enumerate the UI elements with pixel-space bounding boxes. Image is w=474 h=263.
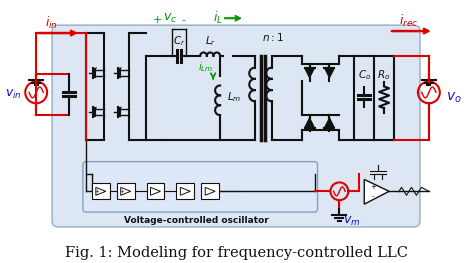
Text: -: -: [96, 193, 98, 198]
Text: $R_o$: $R_o$: [377, 69, 391, 82]
Bar: [176, 183, 194, 199]
Text: $C_r$: $C_r$: [173, 34, 186, 48]
Text: $i_{in}$: $i_{in}$: [45, 15, 57, 31]
Text: $i_L$: $i_L$: [213, 10, 223, 26]
Bar: [146, 183, 164, 199]
Text: -: -: [121, 193, 123, 198]
FancyBboxPatch shape: [83, 162, 318, 212]
Text: $v_o$: $v_o$: [446, 90, 462, 104]
Text: $i_{Lm}$: $i_{Lm}$: [199, 61, 214, 74]
Polygon shape: [305, 118, 315, 128]
Text: +: +: [370, 184, 376, 190]
Text: $L_m$: $L_m$: [227, 90, 241, 104]
Polygon shape: [325, 68, 335, 78]
Polygon shape: [305, 68, 315, 78]
Text: $C_o$: $C_o$: [357, 69, 371, 82]
Text: $n: 1$: $n: 1$: [262, 31, 283, 43]
Text: $v_{in}$: $v_{in}$: [5, 88, 22, 101]
Bar: [92, 183, 110, 199]
Text: $L_r$: $L_r$: [205, 34, 216, 48]
Text: +: +: [94, 189, 99, 194]
Text: Fig. 1: Modeling for frequency-controlled LLC: Fig. 1: Modeling for frequency-controlle…: [65, 246, 409, 260]
Text: $i_{rec}$: $i_{rec}$: [400, 13, 419, 29]
Text: +: +: [119, 189, 124, 194]
FancyBboxPatch shape: [52, 25, 420, 227]
Text: -: -: [372, 193, 374, 199]
Text: $v_c$: $v_c$: [164, 12, 177, 25]
Text: +: +: [153, 15, 162, 25]
Text: Voltage-controlled oscillator: Voltage-controlled oscillator: [124, 216, 269, 225]
Bar: [117, 183, 135, 199]
Text: -: -: [182, 15, 185, 25]
Polygon shape: [325, 118, 335, 128]
Polygon shape: [364, 179, 389, 204]
Text: $v_m$: $v_m$: [343, 214, 360, 227]
Bar: [201, 183, 219, 199]
